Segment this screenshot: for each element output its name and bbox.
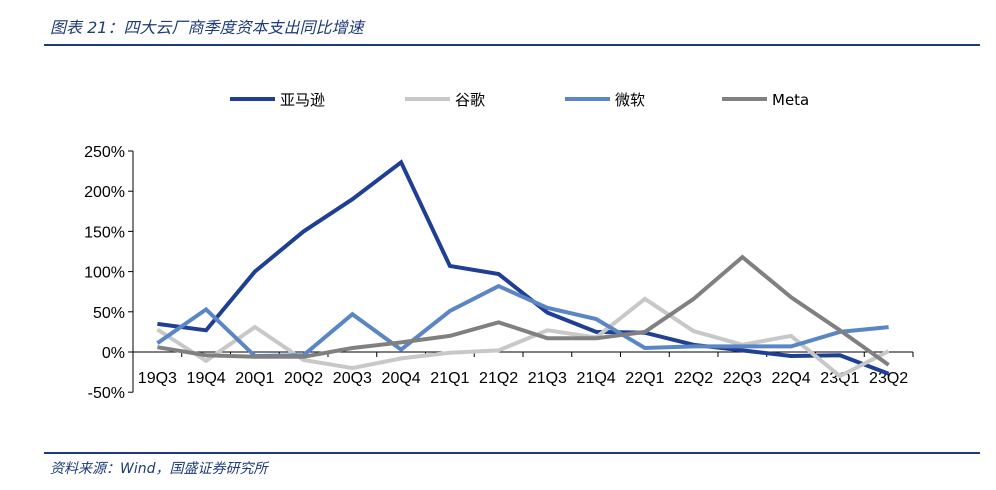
top-divider: [44, 44, 980, 46]
x-tick-label: 20Q1: [235, 370, 274, 387]
y-tick-label: 100%: [84, 265, 125, 282]
figure-title: 图表 21：四大云厂商季度资本支出同比增速: [50, 18, 364, 37]
series-line-3: [157, 254, 890, 367]
x-tick-label: 20Q3: [333, 370, 372, 387]
x-tick-label: 22Q2: [674, 370, 713, 387]
series-line-1: [156, 296, 890, 379]
x-tick-label: 19Q4: [187, 370, 226, 387]
x-tick-label: 23Q1: [820, 370, 859, 387]
y-tick-label: 50%: [93, 305, 125, 322]
x-tick-label: 23Q2: [869, 370, 908, 387]
series-line-2: [156, 283, 889, 359]
bottom-divider: [44, 452, 980, 454]
x-tick-label: 22Q3: [723, 370, 762, 387]
x-tick-label: 21Q3: [528, 370, 567, 387]
legend-label: 微软: [615, 91, 645, 109]
source-note: 资料来源：Wind，国盛证券研究所: [50, 461, 268, 477]
y-tick-label: 250%: [84, 144, 125, 161]
x-tick-label: 22Q1: [625, 370, 664, 387]
legend-label: Meta: [772, 91, 809, 109]
y-tick-label: 150%: [84, 224, 125, 241]
x-tick-label: 22Q4: [772, 370, 811, 387]
x-tick-label: 19Q3: [138, 370, 177, 387]
legend-label: 亚马逊: [280, 91, 325, 109]
x-tick-label: 21Q2: [479, 370, 518, 387]
y-tick-label: 200%: [84, 184, 125, 201]
x-tick-label: 20Q4: [382, 370, 421, 387]
series-line-0: [157, 159, 890, 376]
x-tick-label: 21Q1: [430, 370, 469, 387]
y-tick-label: 0%: [102, 345, 125, 362]
x-tick-label: 20Q2: [284, 370, 323, 387]
y-tick-label: -50%: [88, 385, 125, 402]
x-tick-label: 21Q4: [577, 370, 616, 387]
legend-label: 谷歌: [455, 91, 485, 109]
